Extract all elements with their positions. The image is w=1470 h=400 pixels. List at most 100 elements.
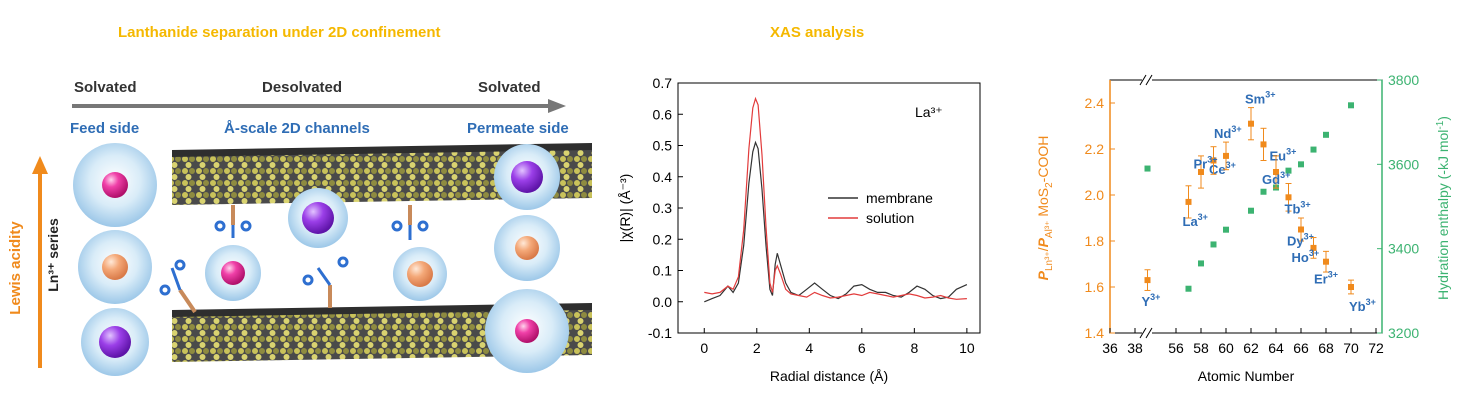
feed-ion-purple [81,308,149,376]
sel-ytick-left-label: 1.4 [1085,325,1105,341]
xas-ytick-label: 0.2 [653,231,673,247]
selectivity-point [1144,277,1151,284]
sel-xtick-label: 64 [1268,340,1284,356]
sel-xlabel: Atomic Number [1198,368,1295,384]
selectivity-point [1323,258,1329,265]
xas-ylabel: |χ(R)| (Å⁻³) [617,174,633,243]
hydration-point [1323,131,1329,138]
hydration-point [1198,260,1204,267]
hydration-point [1348,102,1354,109]
selectivity-point [1273,169,1279,175]
ion-label-y: Y3+ [1142,292,1161,309]
xas-ytick-label: 0.5 [653,138,673,154]
xas-annotation: La³⁺ [915,104,943,120]
sel-ytick-left-label: 2.0 [1085,187,1105,203]
xas-line-solution [704,96,967,300]
feed-ion-peach [78,230,152,304]
xas-ytick-label: -0.1 [648,325,672,341]
cooh-group [159,205,429,314]
channel-ion-purple [288,188,348,248]
xas-line-membrane [704,140,968,303]
selectivity-point [1310,244,1317,251]
sel-xtick-label: 70 [1343,340,1359,356]
xas-chart: 0 2 4 6 8 10 -0.1 0.0 0.1 0.2 0.3 0.4 0.5 0.6 0.7 La³⁺… [617,75,981,384]
sel-xtick-label: 38 [1127,340,1143,356]
selectivity-chart: 36 38 56 58 60 62 64 66 68 70 72 1.4 1.6 1.8 2.0 2.2 2.4… [1035,72,1451,384]
xas-xtick-label: 10 [959,340,975,356]
axis-break-gap [1142,330,1152,336]
sel-ytick-left-label: 1.8 [1085,233,1105,249]
xas-xtick-label: 4 [805,340,813,356]
sel-xtick-label: 36 [1102,340,1118,356]
process-arrow-shaft [72,104,550,108]
process-arrow-head [548,99,566,113]
channel-ion-pink [205,245,261,301]
xas-ytick-label: 0.6 [653,106,673,122]
xas-xtick-label: 6 [858,340,866,356]
ion-label-pr: Pr3+ [1194,155,1218,172]
stage-desolvated: Desolvated [262,79,343,96]
xas-ytick-label: 0.1 [653,263,673,279]
selectivity-point [1223,152,1229,159]
hydration-point [1144,165,1151,172]
xas-xlabel: Radial distance (Å) [770,368,888,384]
hydration-point [1223,226,1229,233]
stage-solvated-left: Solvated [74,79,137,96]
ion-label-eu: Eu3+ [1270,146,1297,163]
permeate-ion-pink [485,289,569,373]
ion-label-er: Er3+ [1314,270,1338,287]
selectivity-point [1248,120,1254,127]
channel-ion-peach [393,247,447,301]
schematic-title: Lanthanide separation under 2D confineme… [118,24,441,41]
sel-ytick-right-label: 3400 [1388,241,1419,257]
xas-ytick-label: 0.3 [653,200,673,216]
selectivity-point [1348,284,1354,290]
sel-xtick-label: 66 [1293,340,1309,356]
axis-break-mark [1145,327,1153,339]
xas-xtick-label: 2 [753,340,761,356]
sel-ytick-right-label: 3600 [1388,156,1419,172]
ion-label-yb: Yb3+ [1349,297,1376,314]
selectivity-point [1185,198,1192,205]
sel-ytick-left-label: 2.2 [1085,141,1105,157]
sel-xtick-label: 62 [1243,340,1259,356]
xas-ytick-label: 0.7 [653,75,673,91]
xas-ytick-label: 0.4 [653,169,673,185]
hydration-point [1248,207,1254,214]
lewis-arrow-head [32,156,48,174]
sel-ytick-right-label: 3800 [1388,72,1419,88]
ion-label-dy: Dy3+ [1287,232,1314,249]
hydration-point [1210,241,1217,248]
xas-xtick-label: 8 [910,340,918,356]
sel-xtick-label: 56 [1168,340,1184,356]
sel-ylabel-left: PLn³⁺/PAl³⁺ MoS2-COOH [1035,136,1055,281]
axis-break-gap [1142,77,1152,83]
xas-title: XAS analysis [770,24,865,41]
sel-ytick-left-label: 1.6 [1085,279,1105,295]
separation-schematic: Lewis acidity Ln³⁺ series [7,99,592,376]
axis-break-mark [1139,327,1147,339]
axis-break-mark [1145,74,1153,86]
mos2-top-layer [172,143,592,205]
ion-label-nd: Nd3+ [1214,124,1242,141]
legend-solution-label: solution [866,210,914,226]
permeate-side-label: Permeate side [467,120,569,137]
selectivity-point [1298,226,1304,233]
hydration-point [1185,285,1192,292]
feed-side-label: Feed side [70,120,140,137]
ion-label-tb: Tb3+ [1285,199,1311,216]
ion-label-la: La3+ [1183,212,1208,229]
permeate-ion-purple [494,144,560,210]
xas-plot-frame [677,82,981,334]
ion-label-gd: Gd3+ [1262,170,1290,187]
hydration-point [1298,161,1304,168]
ion-label-ho: Ho3+ [1292,248,1320,265]
selectivity-point [1210,157,1217,164]
xas-ytick-label: 0.0 [653,294,673,310]
hydration-point [1285,167,1292,174]
permeate-ion-peach [494,215,560,281]
ln-series-label: Ln³⁺ series [45,218,61,292]
sel-xtick-label: 60 [1218,340,1234,356]
channels-label: Å-scale 2D channels [224,120,370,137]
sel-xtick-label: 68 [1318,340,1334,356]
